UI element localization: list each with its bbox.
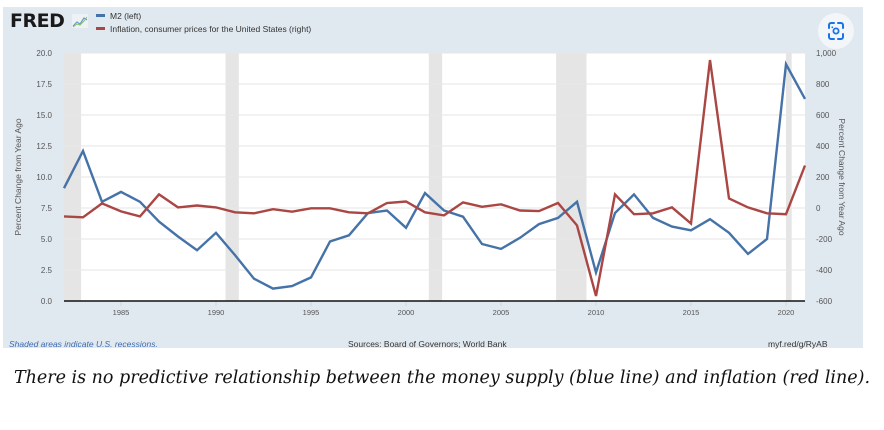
y-tick-left: 7.5 [41, 204, 53, 213]
recession-note: Shaded areas indicate U.S. recessions. [9, 339, 158, 349]
x-tick-label: 2010 [588, 308, 605, 317]
legend-label-inflation: Inflation, consumer prices for the Unite… [110, 23, 312, 34]
legend-swatch-inflation [96, 27, 105, 30]
y-tick-left: 10.0 [36, 173, 52, 182]
x-tick-label: 2000 [398, 308, 415, 317]
y-tick-right: 600 [816, 111, 830, 120]
x-tick-label: 2005 [493, 308, 510, 317]
legend-item-inflation: Inflation, consumer prices for the Unite… [96, 22, 311, 35]
y-tick-right: 200 [816, 173, 830, 182]
x-tick-label: 2015 [683, 308, 700, 317]
legend-swatch-m2 [96, 14, 105, 17]
fred-sparkline-icon [72, 14, 88, 28]
chart-legend: M2 (left) Inflation, consumer prices for… [96, 9, 311, 35]
fred-logo: FRED [10, 10, 65, 32]
sources-note: Sources: Board of Governors; World Bank [348, 339, 507, 349]
legend-label-m2: M2 (left) [110, 10, 142, 21]
line-chart: 0.0 2.5 5.0 7.5 10.0 12.5 15.0 17.5 20.0 -600 -400… [13, 49, 847, 317]
figure-caption: There is no predictive relationship betw… [13, 368, 871, 388]
series-line-m2 [62, 60, 807, 290]
y-tick-left: 15.0 [36, 111, 52, 120]
y-tick-right: 400 [816, 142, 830, 151]
y-tick-left: 5.0 [41, 235, 53, 244]
y-tick-left: 2.5 [41, 266, 53, 275]
y-tick-right: -600 [816, 297, 833, 306]
y-tick-left: 0.0 [41, 297, 53, 306]
x-tick-label: 1990 [208, 308, 225, 317]
short-url-link[interactable]: myf.red/g/RyAB [768, 339, 828, 349]
y-tick-right: 800 [816, 80, 830, 89]
visual-search-icon [828, 22, 844, 40]
x-tick-label: 1985 [113, 308, 130, 317]
y-tick-left: 20.0 [36, 49, 52, 58]
y-tick-right: 1,000 [816, 49, 837, 58]
y-axis-title-left: Percent Change from Year Ago [13, 118, 23, 235]
y-tick-left: 17.5 [36, 80, 52, 89]
legend-item-m2: M2 (left) [96, 9, 311, 22]
y-tick-right: -200 [816, 235, 833, 244]
series-line-inflation [63, 59, 807, 297]
y-tick-right: 0 [816, 204, 821, 213]
visual-search-button[interactable] [818, 13, 854, 49]
y-tick-right: -400 [816, 266, 833, 275]
x-tick-label: 2020 [778, 308, 795, 317]
x-tick-label: 1995 [303, 308, 320, 317]
y-tick-left: 12.5 [36, 142, 52, 151]
y-axis-title-right: Percent Change from Year Ago [837, 118, 847, 235]
